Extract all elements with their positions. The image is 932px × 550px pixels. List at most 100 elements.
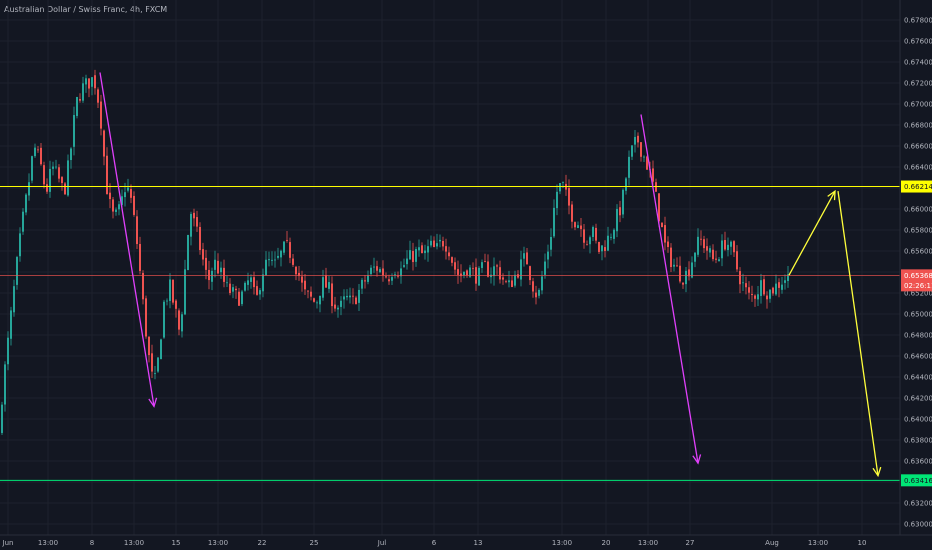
y-tick-label: 0.64600	[904, 353, 932, 361]
candle-body	[451, 257, 453, 263]
candle-body	[61, 177, 63, 184]
y-tick-label: 0.67400	[904, 59, 932, 67]
candle-body	[523, 253, 525, 259]
candle-body	[43, 165, 45, 185]
candle-body	[91, 77, 93, 87]
candle-body	[751, 294, 753, 295]
candle-body	[409, 250, 411, 260]
candle-body	[178, 310, 180, 330]
candle-body	[16, 257, 18, 285]
candle-body	[616, 208, 618, 232]
candle-body	[757, 294, 759, 300]
candle-body	[46, 184, 48, 192]
magenta-arrow-line[interactable]	[99, 72, 155, 407]
candle-body	[253, 277, 255, 288]
candle-body	[526, 252, 528, 265]
candle-body	[238, 291, 240, 306]
candle-body	[520, 259, 522, 280]
magenta-arrow-head	[692, 454, 702, 465]
candle-body	[745, 283, 747, 288]
candle-body	[484, 261, 486, 263]
candle-body	[736, 251, 738, 270]
candle-body	[52, 166, 54, 169]
candle-body	[274, 259, 276, 261]
y-tick-label: 0.67800	[904, 17, 932, 25]
candle-body	[652, 168, 654, 182]
yellow-arrow-line[interactable]	[788, 190, 836, 276]
candle-body	[94, 75, 96, 89]
candle-series	[1, 69, 789, 435]
candle-body	[403, 265, 405, 267]
candle-body	[250, 277, 252, 282]
candle-body	[28, 182, 30, 196]
projection-arrows	[99, 72, 882, 478]
candle-body	[226, 282, 228, 284]
candle-body	[232, 287, 234, 292]
candle-body	[697, 236, 699, 255]
candle-body	[592, 227, 594, 238]
candle-body	[313, 298, 315, 302]
candle-body	[535, 292, 537, 298]
yellow-arrow-head	[872, 466, 882, 478]
candle-body	[166, 300, 168, 302]
yellow-arrow-line[interactable]	[837, 191, 879, 476]
candle-body	[694, 252, 696, 262]
candle-body	[514, 274, 516, 286]
candle-body	[349, 295, 351, 298]
x-tick-label: 13:00	[38, 539, 58, 547]
candle-body	[595, 227, 597, 241]
candle-body	[598, 241, 600, 252]
candle-body	[127, 187, 129, 191]
candle-body	[493, 266, 495, 277]
candle-body	[772, 287, 774, 294]
candle-body	[442, 240, 444, 247]
candle-body	[481, 262, 483, 268]
time-axis: Jun 13:00 8 13:00 15 13:00 22 25 Jul 6 13 13:00 20 13…	[0, 534, 932, 547]
candle-body	[433, 240, 435, 248]
candle-body	[685, 270, 687, 285]
candle-body	[262, 274, 264, 292]
x-tick-label: Aug	[765, 539, 779, 547]
magenta-arrow-line[interactable]	[640, 114, 699, 464]
x-tick-label: 27	[686, 539, 695, 547]
candle-body	[247, 280, 249, 285]
candle-body	[373, 266, 375, 268]
price-axis: 0.67800 0.67600 0.67400 0.67200 0.67000 0.668…	[899, 0, 932, 535]
candle-body	[271, 259, 273, 261]
candle-body	[64, 183, 66, 195]
candle-body	[556, 191, 558, 209]
candle-body	[709, 248, 711, 253]
current-price-tag	[901, 269, 932, 292]
candle-body	[643, 156, 645, 158]
candle-body	[160, 339, 162, 360]
candle-body	[787, 274, 789, 281]
candle-body	[679, 265, 681, 282]
candle-body	[391, 277, 393, 281]
candle-body	[124, 192, 126, 198]
candle-body	[586, 244, 588, 246]
candle-body	[580, 225, 582, 230]
candle-body	[367, 275, 369, 282]
candle-body	[106, 155, 108, 195]
candle-body	[472, 268, 474, 270]
candle-body	[136, 216, 138, 245]
candle-body	[154, 373, 156, 375]
candle-body	[259, 290, 261, 295]
candle-body	[742, 282, 744, 284]
candle-body	[355, 297, 357, 305]
y-tick-label: 0.66600	[904, 143, 932, 151]
x-tick-label: 25	[310, 539, 319, 547]
candle-body	[118, 204, 120, 210]
candle-body	[340, 300, 342, 307]
price-tags: 0.66214 0.63416 0.65368 02:26:11	[901, 180, 932, 487]
candle-body	[202, 249, 204, 260]
candle-body	[292, 258, 294, 265]
candle-body	[478, 267, 480, 286]
candle-body	[268, 259, 270, 261]
y-tick-label: 0.66800	[904, 122, 932, 130]
x-tick-label: 22	[258, 539, 267, 547]
candle-body	[445, 246, 447, 252]
candle-body	[640, 142, 642, 157]
candle-body	[295, 266, 297, 275]
